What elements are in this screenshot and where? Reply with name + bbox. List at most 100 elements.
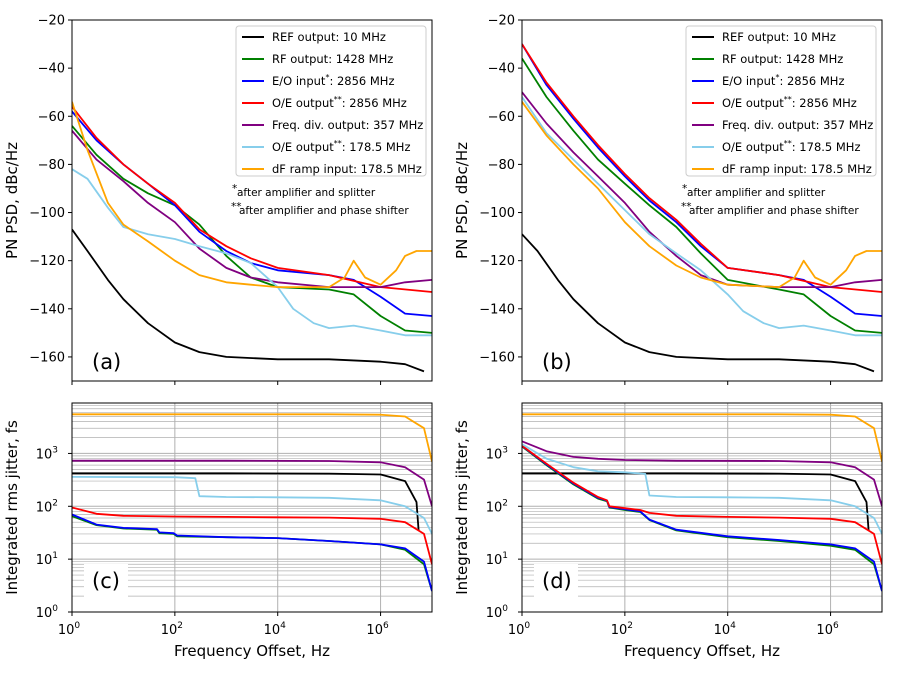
y-tick-label: 100 bbox=[486, 604, 509, 621]
legend-note-1: after amplifier and splitter bbox=[237, 187, 376, 199]
x-tick-exponent: 0 bbox=[74, 621, 80, 631]
y-tick-label: 103 bbox=[486, 445, 508, 462]
y-tick-label: −140 bbox=[479, 302, 515, 317]
y-tick-exponent: 0 bbox=[502, 604, 508, 614]
panel-label: (b) bbox=[542, 350, 572, 374]
legend-note-2-sup: ** bbox=[681, 201, 692, 213]
legend-label-rf: RF output: 1428 MHz bbox=[272, 52, 393, 66]
x-tick-label: 106 bbox=[816, 621, 839, 638]
legend-note-1-sup: * bbox=[232, 183, 237, 195]
axes-frame bbox=[71, 402, 433, 613]
legend-label-oe: O/E output**: 2856 MHz bbox=[272, 95, 407, 110]
legend-sup: * bbox=[325, 73, 329, 82]
x-tick-label: 104 bbox=[714, 621, 737, 638]
series-line-freq bbox=[522, 440, 882, 507]
y-tick-label: −80 bbox=[488, 158, 515, 173]
series-line-eo bbox=[72, 513, 432, 592]
y-tick-label: 101 bbox=[486, 551, 508, 568]
legend-note-2: after amplifier and phase shifter bbox=[689, 205, 859, 217]
y-ticks: −160 −140 −120 −100 −80 −60 −40 −20 bbox=[479, 14, 522, 365]
x-ticks bbox=[71, 381, 382, 385]
legend-label-df: dF ramp input: 178.5 MHz bbox=[272, 162, 422, 176]
legend-sup: ** bbox=[334, 95, 342, 104]
legend-label-eo: E/O input*: 2856 MHz bbox=[722, 73, 845, 88]
y-tick-label: −160 bbox=[29, 350, 65, 365]
series-group bbox=[72, 413, 432, 592]
y-tick-label: −160 bbox=[479, 350, 515, 365]
legend-tail: : 2856 MHz bbox=[779, 74, 844, 88]
y-tick-label: −120 bbox=[479, 254, 515, 269]
x-tick-exponent: 4 bbox=[280, 621, 286, 631]
series-line-ref bbox=[72, 228, 425, 373]
series-line-df bbox=[522, 413, 882, 462]
series-line-ref bbox=[522, 472, 870, 531]
y-axis-label: PN PSD, dBc/Hz bbox=[3, 142, 21, 259]
series-line-oe178 bbox=[522, 443, 882, 535]
series-line-rf bbox=[522, 58, 882, 334]
y-axis-label: PN PSD, dBc/Hz bbox=[453, 142, 471, 259]
y-tick-label: −140 bbox=[29, 302, 65, 317]
x-tick-label: 102 bbox=[161, 621, 183, 638]
y-tick-label: −40 bbox=[38, 62, 65, 77]
legend-label-oe178: O/E output**: 178.5 MHz bbox=[272, 139, 411, 154]
plot-2: −160 −140 −120 −100 −80 −60 −40 −20 PN PSD, dBc/… bbox=[453, 14, 883, 385]
x-tick-label: 100 bbox=[58, 621, 81, 638]
y-tick-exponent: 3 bbox=[52, 445, 58, 455]
series-line-oe bbox=[72, 506, 432, 565]
axes-frame bbox=[71, 19, 433, 382]
y-tick-exponent: 2 bbox=[502, 498, 508, 508]
x-axis-label: Frequency Offset, Hz bbox=[624, 642, 780, 660]
x-axis-label: Frequency Offset, Hz bbox=[174, 642, 330, 660]
series-line-rf bbox=[72, 125, 432, 334]
x-tick-exponent: 0 bbox=[524, 621, 530, 631]
series-line-freq bbox=[72, 459, 432, 507]
legend-note-2-sup: ** bbox=[231, 201, 242, 213]
y-tick-label: 102 bbox=[36, 498, 58, 515]
y-tick-label: −100 bbox=[29, 206, 65, 221]
legend-sup: ** bbox=[334, 139, 342, 148]
legend-label-freq: Freq. div. output: 357 MHz bbox=[272, 118, 423, 132]
x-ticks: 100 102 104 106 bbox=[58, 612, 389, 638]
legend-note-2: after amplifier and phase shifter bbox=[239, 205, 409, 217]
series-line-df bbox=[72, 101, 432, 289]
legend-sup: * bbox=[775, 73, 779, 82]
legend-tail: : 2856 MHz bbox=[329, 74, 394, 88]
x-tick-label: 104 bbox=[264, 621, 287, 638]
series-line-oe178 bbox=[72, 475, 432, 535]
y-tick-label: −20 bbox=[488, 14, 515, 29]
y-tick-exponent: 0 bbox=[52, 604, 58, 614]
series-line-oe bbox=[72, 106, 432, 293]
legend-label-ref: REF output: 10 MHz bbox=[722, 30, 836, 44]
y-tick-label: 103 bbox=[36, 445, 58, 462]
y-tick-exponent: 3 bbox=[502, 445, 508, 455]
x-tick-label: 102 bbox=[611, 621, 633, 638]
legend-label-rf: RF output: 1428 MHz bbox=[722, 52, 843, 66]
y-tick-exponent: 2 bbox=[52, 498, 58, 508]
series-line-ref bbox=[72, 472, 420, 531]
x-tick-exponent: 2 bbox=[627, 621, 633, 631]
series-line-oe178 bbox=[72, 168, 432, 337]
y-tick-exponent: 1 bbox=[52, 551, 58, 561]
y-ticks: −160 −140 −120 −100 −80 −60 −40 −20 bbox=[29, 14, 72, 365]
series-line-freq bbox=[72, 130, 432, 289]
x-tick-exponent: 6 bbox=[383, 621, 389, 631]
axes-frame bbox=[521, 19, 883, 382]
y-tick-label: 100 bbox=[36, 604, 59, 621]
series-line-oe bbox=[522, 444, 882, 565]
x-tick-label: 106 bbox=[366, 621, 389, 638]
legend-sup: ** bbox=[784, 139, 792, 148]
y-tick-label: −20 bbox=[38, 14, 65, 29]
series-group bbox=[522, 43, 882, 373]
x-tick-exponent: 2 bbox=[177, 621, 183, 631]
legend-label-df: dF ramp input: 178.5 MHz bbox=[722, 162, 872, 176]
legend-label-freq: Freq. div. output: 357 MHz bbox=[722, 118, 873, 132]
panel-label-bg bbox=[534, 564, 578, 598]
legend-label-ref: REF output: 10 MHz bbox=[272, 30, 386, 44]
y-tick-label: −60 bbox=[488, 110, 515, 125]
panel-label: (d) bbox=[542, 569, 572, 593]
